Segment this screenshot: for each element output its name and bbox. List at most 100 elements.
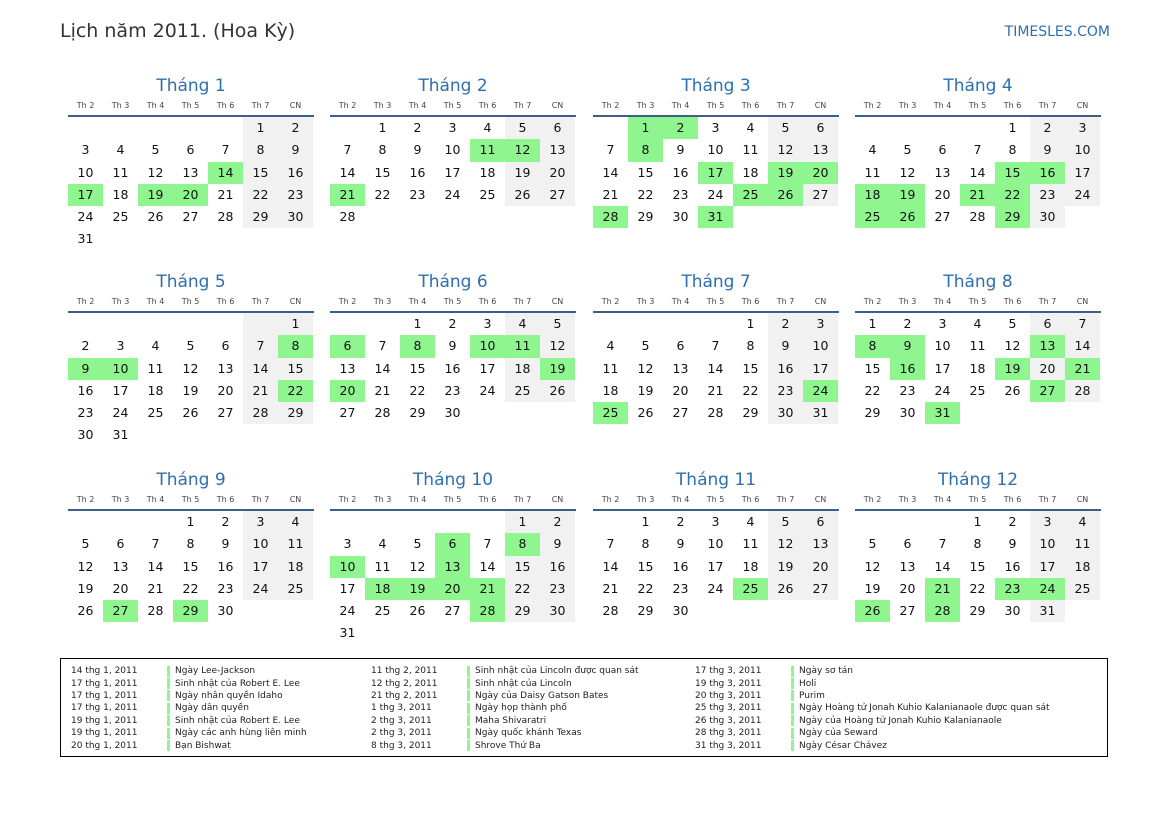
day-cell: 1 <box>628 117 663 140</box>
header-divider <box>68 509 314 511</box>
day-cell: 17 <box>698 161 733 184</box>
header-divider <box>330 509 576 511</box>
day-cell: 28 <box>925 600 960 623</box>
day-cell: 3 <box>1030 511 1065 534</box>
day-cell: 18 <box>479 164 496 180</box>
day-cell: 23 <box>444 382 461 398</box>
holiday-name: Sinh nhật của Robert E. Lee <box>175 715 300 726</box>
weekday-label: Th 4 <box>146 101 165 110</box>
day-cell: 14 <box>374 360 391 376</box>
day-cell: 12 <box>768 533 803 556</box>
day-cell: 11 <box>742 536 759 552</box>
day-cell: 23 <box>409 186 426 202</box>
header-divider <box>855 509 1101 511</box>
day-cell: 6 <box>676 338 685 354</box>
month-title: Tháng 7 <box>681 272 751 292</box>
day-cell: 24 <box>243 577 278 601</box>
legend-row: 17 thg 1, 2011 Ngày dân quyền <box>61 702 307 714</box>
day-cell: 8 <box>400 335 435 358</box>
legend-row: 2 thg 3, 2011 Ngày quốc khánh Texas <box>361 727 639 739</box>
weekday-header: Th 2 Th 3 Th 4 Th 5 Th 6 Th 7 CN <box>68 295 314 309</box>
day-cell: 23 <box>768 379 803 403</box>
day-cell: 22 <box>505 577 540 601</box>
weekday-header: Th 2 Th 3 Th 4 Th 5 Th 6 Th 7 CN <box>330 295 576 309</box>
day-cell: 30 <box>77 427 94 443</box>
month-block: Tháng 2 Th 2 Th 3 Th 4 Th 5 Th 6 Th 7 CN 1 2 3 4 5 6 7… <box>330 75 576 228</box>
day-cell: 30 <box>278 206 313 229</box>
empty-cell <box>138 313 173 335</box>
day-cell: 19 <box>637 382 654 398</box>
day-cell: 15 <box>182 558 199 574</box>
legend-row: 17 thg 3, 2011 Ngày sơ tán <box>685 665 1050 677</box>
day-cell: 17 <box>112 382 129 398</box>
holiday-date: 14 thg 1, 2011 <box>71 666 138 677</box>
empty-cell <box>593 117 628 139</box>
empty-cell <box>593 511 628 533</box>
day-cell: 24 <box>1065 183 1100 207</box>
day-cell: 28 <box>1065 379 1100 403</box>
day-cell: 13 <box>217 360 234 376</box>
day-cell: 16 <box>890 357 925 380</box>
month-block: Tháng 7 Th 2 Th 3 Th 4 Th 5 Th 6 Th 7 CN 1 2 3 4 5 6 7… <box>593 271 839 425</box>
day-cell: 2 <box>1008 514 1017 529</box>
day-cell: 25 <box>593 402 628 425</box>
weekday-label: Th 4 <box>671 101 690 110</box>
weekday-label: Th 5 <box>181 297 200 306</box>
legend-row: 21 thg 2, 2011 Ngày của Daisy Gatson Bate… <box>361 690 639 702</box>
day-cell: 2 <box>663 117 698 140</box>
day-cell: 18 <box>278 555 313 578</box>
day-cell: 10 <box>1030 533 1065 556</box>
empty-cell <box>173 313 208 335</box>
day-cell: 20 <box>540 161 575 184</box>
day-cell: 9 <box>676 142 685 158</box>
day-cell: 11 <box>1065 533 1100 556</box>
legend-column: 17 thg 3, 2011 Ngày sơ tán 19 thg 3, 2011 H… <box>685 665 1050 752</box>
empty-cell <box>925 117 960 139</box>
empty-cell <box>470 511 505 533</box>
day-cell: 22 <box>409 382 426 398</box>
day-cell: 18 <box>1065 555 1100 578</box>
day-cell: 28 <box>339 209 356 225</box>
weekday-label: Th 7 <box>1038 495 1057 504</box>
weekday-label: Th 3 <box>111 495 130 504</box>
day-cell: 8 <box>1008 142 1017 158</box>
day-cell: 2 <box>413 120 422 135</box>
day-cell: 12 <box>147 164 164 180</box>
day-cell: 13 <box>934 164 951 180</box>
day-cell: 17 <box>68 183 103 207</box>
legend-column: 11 thg 2, 2011 Sinh nhật của Lincoln được… <box>361 665 639 752</box>
empty-cell <box>330 313 365 335</box>
day-cell: 10 <box>707 142 724 158</box>
day-cell: 22 <box>969 580 986 596</box>
empty-cell <box>138 511 173 533</box>
day-cell: 27 <box>899 603 916 619</box>
day-cell: 6 <box>540 117 575 140</box>
day-cell: 25 <box>374 603 391 619</box>
day-cell: 20 <box>672 382 689 398</box>
empty-cell <box>593 313 628 335</box>
day-cell: 29 <box>864 405 881 421</box>
weekday-label: Th 7 <box>1038 101 1057 110</box>
day-cell: 29 <box>173 600 208 623</box>
weekday-label: Th 2 <box>76 495 95 504</box>
weekday-label: Th 4 <box>933 297 952 306</box>
day-cell: 5 <box>768 117 803 140</box>
day-cell: 6 <box>330 335 365 358</box>
day-cell: 12 <box>182 360 199 376</box>
day-cell: 17 <box>444 164 461 180</box>
day-cell: 18 <box>365 577 400 601</box>
holiday-date: 21 thg 2, 2011 <box>371 690 438 701</box>
day-cell: 4 <box>746 120 755 135</box>
brand-link[interactable]: TIMESLES.COM <box>1004 24 1110 40</box>
day-cell: 3 <box>81 142 90 158</box>
day-cell: 20 <box>112 580 129 596</box>
highlight-swatch <box>167 702 170 714</box>
weekday-label: Th 3 <box>373 495 392 504</box>
day-cell: 7 <box>606 142 615 158</box>
holiday-name: Ngày của Seward <box>799 728 878 739</box>
day-cell: 6 <box>938 142 947 158</box>
legend-row: 26 thg 3, 2011 Ngày của Hoàng tử Jonah Ku… <box>685 715 1050 727</box>
highlight-swatch <box>791 727 794 739</box>
weekday-label: Th 2 <box>601 297 620 306</box>
weekday-label: Th 6 <box>741 495 760 504</box>
